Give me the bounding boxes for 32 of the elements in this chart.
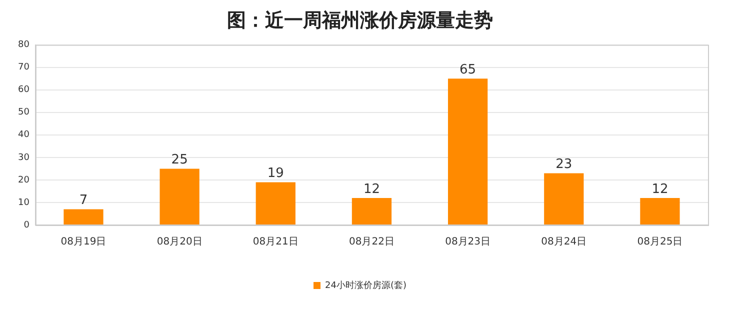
- chart-title: 图：近一周福州涨价房源量走势: [227, 9, 493, 32]
- y-tick-label: 50: [18, 108, 30, 118]
- y-tick-label: 60: [18, 85, 30, 96]
- x-tick-label: 08月25日: [637, 236, 683, 248]
- data-label: 19: [267, 166, 284, 182]
- x-tick-label: 08月22日: [349, 236, 394, 248]
- data-label: 23: [556, 157, 572, 172]
- y-tick-label: 40: [18, 130, 30, 140]
- bar: [544, 173, 584, 224]
- data-label: 7: [79, 193, 88, 208]
- bar: [448, 78, 488, 224]
- x-tick-label: 08月23日: [445, 236, 491, 248]
- bar: [160, 168, 200, 224]
- y-tick-label: 10: [18, 198, 30, 208]
- bar: [64, 209, 104, 224]
- data-label: 25: [171, 152, 188, 168]
- bar: [256, 182, 296, 224]
- x-tick-label: 08月21日: [252, 236, 298, 248]
- y-tick-label: 70: [18, 62, 30, 73]
- bar: [640, 198, 680, 224]
- y-tick-label: 20: [18, 175, 30, 186]
- x-tick-label: 08月24日: [541, 236, 587, 248]
- bar: [352, 198, 392, 224]
- legend-label: 24小时涨价房源(套): [325, 280, 406, 291]
- data-label: 12: [652, 182, 668, 197]
- x-tick-label: 08月20日: [156, 236, 202, 248]
- y-tick-label: 80: [18, 40, 30, 50]
- data-label: 65: [460, 62, 476, 78]
- data-label: 12: [363, 182, 380, 197]
- x-tick-label: 08月19日: [60, 236, 106, 248]
- y-tick-label: 0: [24, 220, 30, 230]
- y-tick-label: 30: [18, 152, 30, 163]
